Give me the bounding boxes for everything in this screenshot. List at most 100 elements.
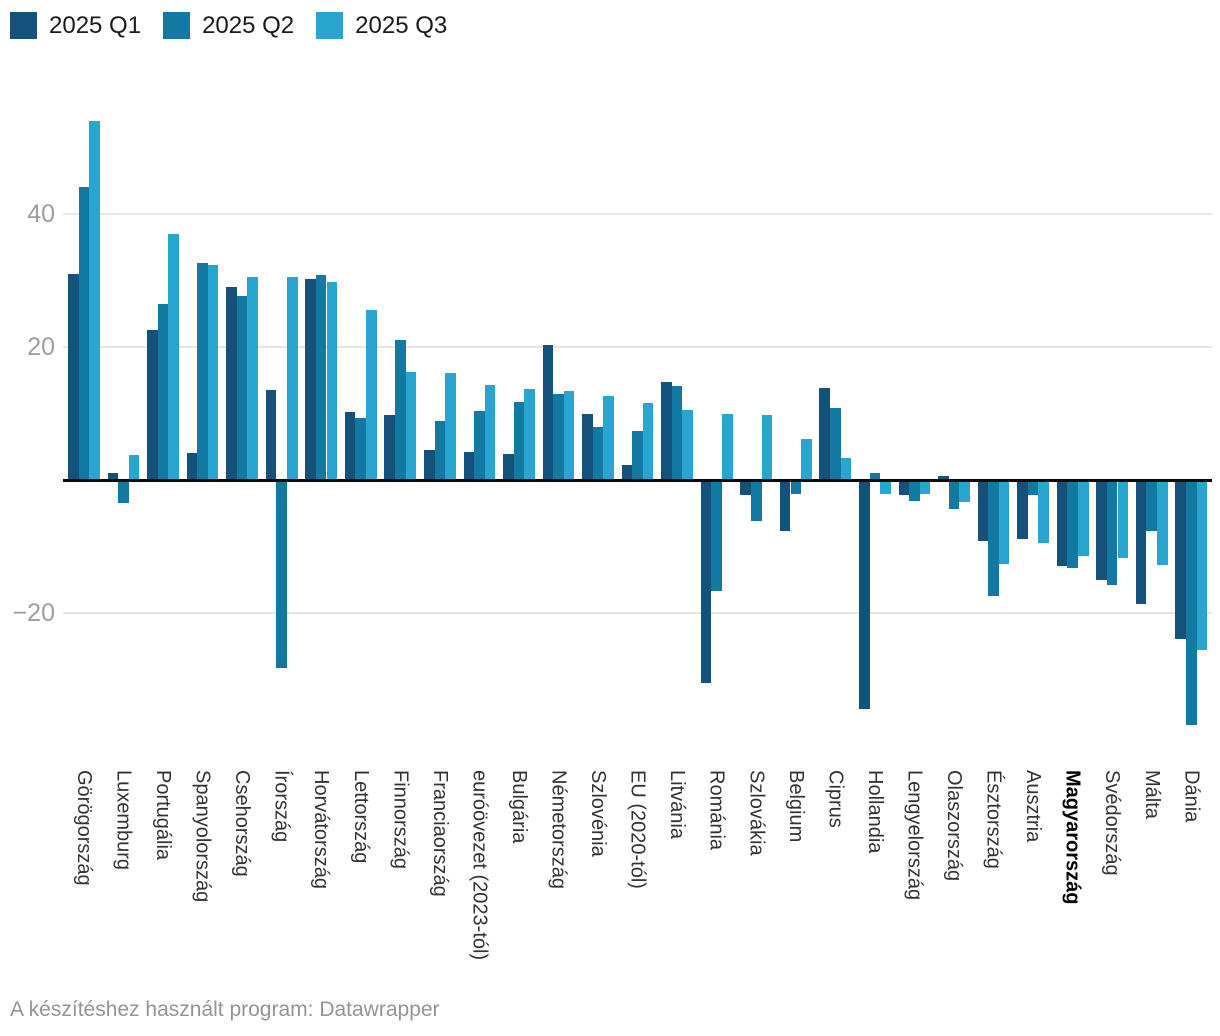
bar-Dánia-2025 Q1[interactable] <box>1175 482 1186 639</box>
bar-EU (2020-tól)-2025 Q2[interactable] <box>632 431 643 480</box>
bar-Portugália-2025 Q1[interactable] <box>147 330 158 480</box>
x-axis-label-Írország: Írország <box>270 770 293 843</box>
bar-Csehország-2025 Q3[interactable] <box>247 276 258 480</box>
bar-Szlovákia-2025 Q3[interactable] <box>761 414 773 480</box>
bar-Spanyolország-2025 Q2[interactable] <box>197 262 208 480</box>
bar-Luxemburg-2025 Q2[interactable] <box>118 482 129 504</box>
gridline-20 <box>63 346 1212 348</box>
x-axis-label-Svédország: Svédország <box>1101 770 1124 876</box>
bar-Málta-2025 Q1[interactable] <box>1135 482 1147 604</box>
bar-Spanyolország-2025 Q1[interactable] <box>186 452 198 480</box>
bar-Portugália-2025 Q3[interactable] <box>168 233 179 480</box>
bar-Belgium-2025 Q3[interactable] <box>801 439 812 480</box>
bar-Svédország-2025 Q1[interactable] <box>1096 482 1107 581</box>
bar-Luxemburg-2025 Q1[interactable] <box>107 472 119 480</box>
legend: 2025 Q1 2025 Q2 2025 Q3 <box>10 12 447 39</box>
bar-Írország-2025 Q3[interactable] <box>286 277 298 480</box>
bar-Dánia-2025 Q3[interactable] <box>1196 482 1208 650</box>
bar-Észtország-2025 Q3[interactable] <box>998 482 1010 565</box>
bar-Belgium-2025 Q1[interactable] <box>779 482 791 531</box>
bar-Németország-2025 Q2[interactable] <box>553 393 564 480</box>
bar-Ausztria-2025 Q2[interactable] <box>1027 482 1039 496</box>
bar-Ciprus-2025 Q1[interactable] <box>819 387 831 480</box>
bar-Litvánia-2025 Q3[interactable] <box>682 409 694 480</box>
bar-Lettország-2025 Q2[interactable] <box>355 418 367 480</box>
y-axis-tick-label: 20 <box>27 333 55 361</box>
bar-Magyarország-2025 Q1[interactable] <box>1056 482 1068 566</box>
bar-Görögország-2025 Q1[interactable] <box>68 273 79 480</box>
bar-Írország-2025 Q2[interactable] <box>276 482 287 669</box>
bar-euróövezet (2023-tól)-2025 Q1[interactable] <box>463 452 475 480</box>
bar-Ausztria-2025 Q3[interactable] <box>1038 482 1049 543</box>
bar-euróövezet (2023-tól)-2025 Q2[interactable] <box>474 410 485 480</box>
legend-swatch-icon <box>10 12 37 39</box>
bar-Olaszország-2025 Q3[interactable] <box>959 482 970 502</box>
bar-Dánia-2025 Q2[interactable] <box>1186 482 1197 725</box>
bar-Lengyelország-2025 Q1[interactable] <box>898 482 910 496</box>
bar-Lettország-2025 Q3[interactable] <box>366 309 377 480</box>
bar-Görögország-2025 Q2[interactable] <box>78 187 90 480</box>
bar-Szlovákia-2025 Q2[interactable] <box>750 482 762 521</box>
bar-Portugália-2025 Q2[interactable] <box>157 303 169 480</box>
bar-Horvátország-2025 Q2[interactable] <box>315 274 327 480</box>
bar-Szlovénia-2025 Q3[interactable] <box>603 396 614 480</box>
bar-Finnország-2025 Q2[interactable] <box>395 340 406 480</box>
bar-Spanyolország-2025 Q3[interactable] <box>207 264 219 480</box>
bar-Hollandia-2025 Q1[interactable] <box>859 482 870 709</box>
bar-Litvánia-2025 Q1[interactable] <box>661 381 672 480</box>
x-axis-label-Németország: Németország <box>547 770 570 889</box>
bar-EU (2020-tól)-2025 Q3[interactable] <box>642 402 654 480</box>
gridline-−20 <box>63 612 1212 614</box>
bar-Ciprus-2025 Q2[interactable] <box>830 407 841 480</box>
bar-Románia-2025 Q2[interactable] <box>711 482 722 592</box>
bar-Olaszország-2025 Q2[interactable] <box>948 482 960 510</box>
bar-Németország-2025 Q3[interactable] <box>563 390 575 480</box>
bar-Belgium-2025 Q2[interactable] <box>790 482 802 494</box>
bar-Litvánia-2025 Q2[interactable] <box>671 386 683 480</box>
bar-Németország-2025 Q1[interactable] <box>542 345 554 480</box>
bar-Hollandia-2025 Q3[interactable] <box>880 482 891 494</box>
bar-Bulgária-2025 Q1[interactable] <box>503 454 514 480</box>
bar-EU (2020-tól)-2025 Q1[interactable] <box>621 465 633 480</box>
x-axis-label-Dánia: Dánia <box>1180 770 1203 823</box>
bar-Bulgária-2025 Q2[interactable] <box>513 401 525 480</box>
bar-Svédország-2025 Q2[interactable] <box>1106 482 1118 586</box>
bar-Olaszország-2025 Q1[interactable] <box>938 476 949 480</box>
x-axis-label-Lengyelország: Lengyelország <box>903 770 926 901</box>
bar-Románia-2025 Q3[interactable] <box>722 414 733 480</box>
bar-Horvátország-2025 Q1[interactable] <box>305 279 316 480</box>
bar-Szlovákia-2025 Q1[interactable] <box>740 482 751 495</box>
bar-Franciaország-2025 Q3[interactable] <box>445 372 456 480</box>
bar-Magyarország-2025 Q3[interactable] <box>1077 482 1089 557</box>
bar-Magyarország-2025 Q2[interactable] <box>1067 482 1078 568</box>
bar-Szlovénia-2025 Q2[interactable] <box>592 426 604 480</box>
bar-Írország-2025 Q1[interactable] <box>265 389 277 480</box>
bar-Ciprus-2025 Q3[interactable] <box>840 458 852 480</box>
bar-Görögország-2025 Q3[interactable] <box>89 120 100 480</box>
bar-Finnország-2025 Q1[interactable] <box>384 414 395 480</box>
bar-Bulgária-2025 Q3[interactable] <box>524 388 535 480</box>
bar-Franciaország-2025 Q1[interactable] <box>423 450 435 480</box>
bar-Lengyelország-2025 Q2[interactable] <box>909 482 920 502</box>
bar-Románia-2025 Q1[interactable] <box>700 482 712 684</box>
bar-Málta-2025 Q3[interactable] <box>1157 482 1168 566</box>
bar-Svédország-2025 Q3[interactable] <box>1117 482 1129 559</box>
bar-Szlovénia-2025 Q1[interactable] <box>582 414 593 480</box>
bar-Lengyelország-2025 Q3[interactable] <box>919 482 931 494</box>
bar-Finnország-2025 Q3[interactable] <box>405 372 417 480</box>
bar-Ausztria-2025 Q1[interactable] <box>1017 482 1028 540</box>
bar-Lettország-2025 Q1[interactable] <box>344 411 356 480</box>
bar-Csehország-2025 Q2[interactable] <box>236 296 248 480</box>
bar-Horvátország-2025 Q3[interactable] <box>326 281 338 480</box>
bar-Hollandia-2025 Q2[interactable] <box>869 473 881 480</box>
bar-Észtország-2025 Q2[interactable] <box>988 482 999 597</box>
x-axis-label-Franciaország: Franciaország <box>428 770 451 897</box>
bar-Franciaország-2025 Q2[interactable] <box>434 420 446 480</box>
bar-Málta-2025 Q2[interactable] <box>1146 482 1158 532</box>
bar-euróövezet (2023-tól)-2025 Q3[interactable] <box>484 384 496 480</box>
bar-Csehország-2025 Q1[interactable] <box>226 287 237 480</box>
bar-Észtország-2025 Q1[interactable] <box>977 482 989 542</box>
x-axis-label-Csehország: Csehország <box>231 770 254 877</box>
bar-Luxemburg-2025 Q3[interactable] <box>128 455 140 480</box>
